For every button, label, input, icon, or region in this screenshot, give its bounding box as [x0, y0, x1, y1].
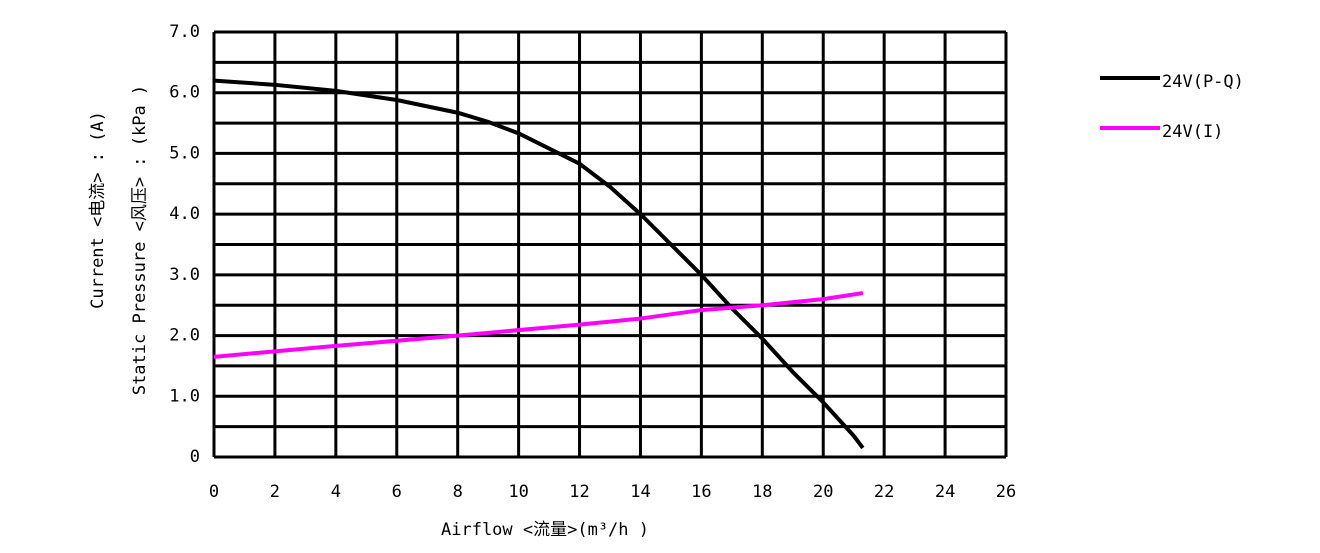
x-tick-label: 16	[691, 482, 711, 502]
x-tick-label: 22	[874, 482, 894, 502]
x-tick-label: 8	[453, 482, 463, 502]
x-tick-label: 26	[996, 482, 1016, 502]
y-tick-label: 4.0	[169, 204, 200, 224]
x-tick-label: 20	[813, 482, 833, 502]
x-tick-label: 0	[209, 482, 219, 502]
line-series	[213, 291, 864, 359]
y-tick-label: 3.0	[169, 265, 200, 285]
y-tick-label: 7.0	[169, 22, 200, 42]
x-tick-label: 2	[270, 482, 280, 502]
x-axis-label: Airflow <流量>(m³/h )	[441, 520, 649, 540]
x-tick-label: 4	[331, 482, 341, 502]
x-tick-label: 24	[935, 482, 955, 502]
y2-axis-label: Current <电流> : (A)	[88, 111, 108, 309]
y-tick-label: 1.0	[169, 386, 200, 406]
y-axis-label: Static Pressure <风压> : (kPa )	[130, 85, 150, 395]
y-tick-label: 0	[190, 447, 200, 467]
y-tick-label: 6.0	[169, 83, 200, 103]
line-series	[213, 78, 865, 450]
x-tick-label: 18	[752, 482, 772, 502]
legend-label: 24V(I)	[1162, 122, 1223, 142]
legend-label: 24V(P-Q)	[1162, 72, 1244, 92]
x-tick-label: 14	[630, 482, 650, 502]
x-tick-label: 10	[508, 482, 528, 502]
y-tick-label: 2.0	[169, 326, 200, 346]
x-tick-label: 12	[569, 482, 589, 502]
x-tick-label: 6	[392, 482, 402, 502]
y-tick-label: 5.0	[169, 143, 200, 163]
